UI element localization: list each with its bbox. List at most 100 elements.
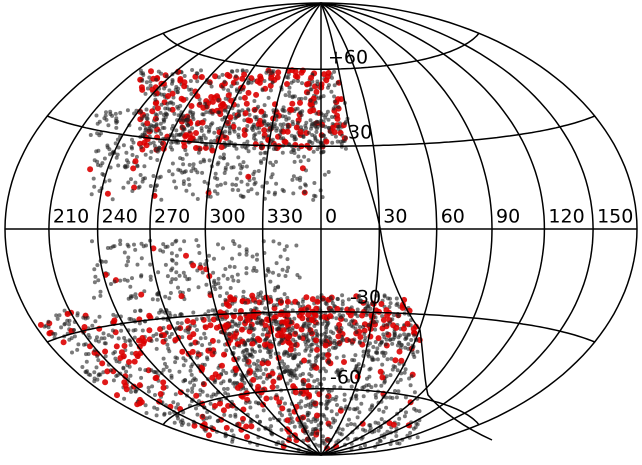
source-point: [307, 146, 312, 151]
source-point: [314, 298, 321, 305]
source-point: [345, 423, 350, 428]
source-point: [342, 392, 347, 397]
source-point: [366, 349, 371, 354]
source-point: [111, 312, 116, 317]
source-point: [94, 365, 99, 370]
source-point: [381, 323, 386, 328]
source-point: [359, 401, 364, 406]
source-point: [237, 244, 242, 249]
source-point: [376, 428, 381, 433]
parallel: [47, 115, 595, 148]
source-point: [187, 129, 192, 134]
source-point: [151, 140, 156, 145]
source-point: [191, 117, 196, 122]
source-point: [408, 430, 413, 435]
source-point: [321, 94, 326, 99]
source-point: [272, 313, 279, 320]
source-point: [327, 126, 332, 131]
source-point: [245, 89, 252, 96]
source-point: [212, 138, 217, 143]
source-point: [172, 337, 179, 343]
source-point: [322, 376, 327, 381]
source-point: [343, 135, 348, 140]
source-point: [364, 383, 369, 388]
source-point: [315, 431, 320, 436]
source-point: [239, 326, 245, 333]
source-point: [408, 383, 413, 388]
source-point: [194, 93, 201, 100]
source-point: [194, 317, 199, 322]
source-point: [357, 293, 362, 298]
source-point: [202, 324, 209, 331]
source-point: [190, 386, 195, 391]
source-point: [181, 162, 186, 167]
source-point: [206, 309, 211, 314]
source-point: [211, 270, 216, 275]
source-point: [308, 74, 315, 81]
source-point: [268, 160, 273, 165]
source-point: [242, 340, 247, 345]
source-point: [276, 273, 281, 278]
source-point: [262, 322, 269, 329]
source-point: [357, 325, 362, 329]
source-point: [366, 323, 371, 328]
source-point: [248, 423, 255, 430]
source-point: [364, 313, 369, 318]
source-point: [150, 384, 155, 389]
source-point: [297, 128, 304, 135]
source-point: [163, 361, 167, 366]
source-point: [304, 81, 310, 88]
source-point: [195, 71, 200, 76]
source-point: [83, 369, 88, 374]
source-point: [183, 378, 187, 383]
source-point: [299, 125, 304, 130]
source-point: [292, 151, 297, 155]
source-point: [327, 389, 331, 394]
source-point: [328, 295, 333, 300]
source-point: [275, 69, 282, 76]
source-point: [278, 122, 283, 127]
source-point: [163, 294, 168, 299]
source-point: [398, 333, 403, 338]
source-point: [326, 305, 331, 310]
source-point: [284, 128, 291, 135]
source-point: [307, 359, 312, 364]
source-point: [265, 330, 270, 335]
source-point: [268, 417, 273, 422]
source-point: [121, 143, 126, 148]
source-point: [376, 421, 381, 426]
source-point: [255, 414, 260, 419]
source-point: [239, 179, 244, 184]
source-point: [237, 126, 241, 131]
source-point: [138, 291, 145, 298]
source-point: [46, 325, 51, 330]
source-point: [181, 79, 188, 86]
source-point: [191, 422, 198, 429]
source-point: [335, 297, 340, 302]
source-point: [230, 123, 237, 130]
source-point: [352, 422, 357, 427]
source-point: [304, 396, 309, 401]
source-point: [327, 335, 332, 340]
source-point: [104, 110, 108, 115]
source-point: [160, 309, 165, 314]
source-point: [173, 277, 178, 282]
source-point: [306, 418, 311, 423]
source-point: [145, 113, 150, 118]
source-point: [271, 163, 276, 168]
source-point: [169, 332, 174, 336]
source-point: [207, 290, 212, 295]
source-point: [168, 145, 173, 150]
source-point: [379, 417, 384, 422]
source-point: [220, 72, 225, 77]
source-point: [208, 94, 215, 100]
source-point: [396, 422, 401, 426]
source-point: [124, 150, 129, 155]
source-point: [311, 427, 316, 432]
source-point: [267, 343, 274, 350]
source-point: [289, 150, 294, 155]
meridian-label: 0: [325, 206, 337, 228]
source-point: [95, 159, 100, 164]
source-point: [209, 337, 216, 344]
source-point: [130, 189, 135, 193]
